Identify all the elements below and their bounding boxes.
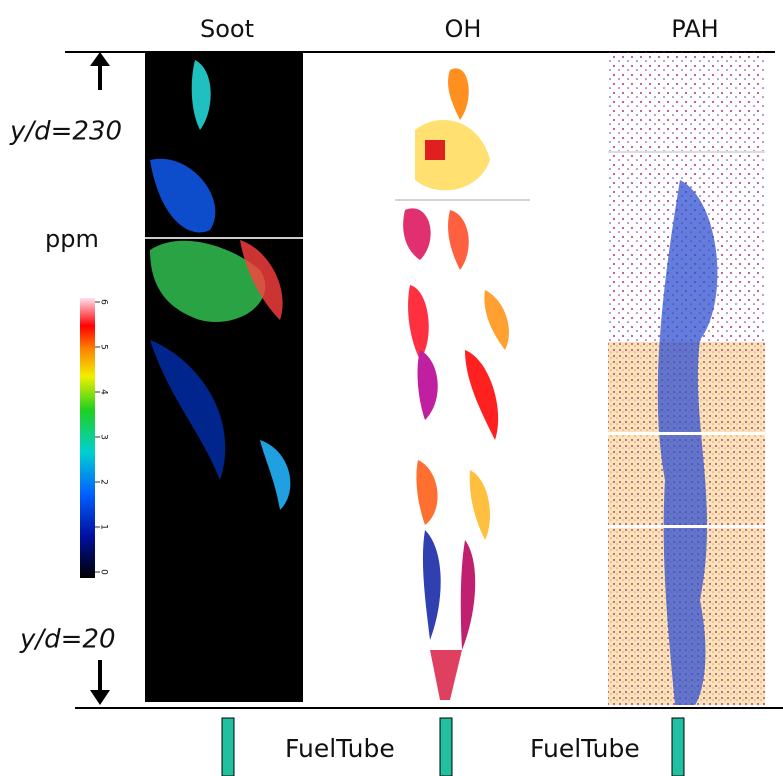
arrow-head (90, 690, 110, 705)
label: y/d=20 (19, 625, 116, 655)
colorbar-tick-label: 5 (99, 344, 109, 350)
column-title: Soot (200, 15, 254, 43)
fuel-tube-label: FuelTube (285, 734, 395, 763)
label: y/d=230 (9, 117, 122, 147)
arrow-head (90, 52, 110, 66)
soot-image (145, 52, 303, 702)
fuel-tube (439, 717, 453, 776)
column-title: PAH (671, 15, 718, 43)
fuel-tube (221, 717, 235, 776)
colorbar-tick-label: 6 (99, 299, 109, 305)
fuel-tube-label: FuelTube (530, 734, 640, 763)
fuel-tube (671, 717, 685, 776)
colorbar-tick-label: 2 (99, 479, 109, 485)
colorbar-tick-label: 0 (99, 569, 109, 575)
column-title: OH (445, 15, 482, 43)
colorbar-tick-label: 3 (99, 434, 109, 440)
colorbar-tick-label: 1 (99, 524, 109, 530)
pah-image (608, 52, 765, 705)
colorbar (80, 298, 95, 578)
colorbar-tick-label: 4 (99, 389, 109, 395)
unit-label: ppm (45, 225, 99, 253)
oh-image (395, 68, 530, 700)
